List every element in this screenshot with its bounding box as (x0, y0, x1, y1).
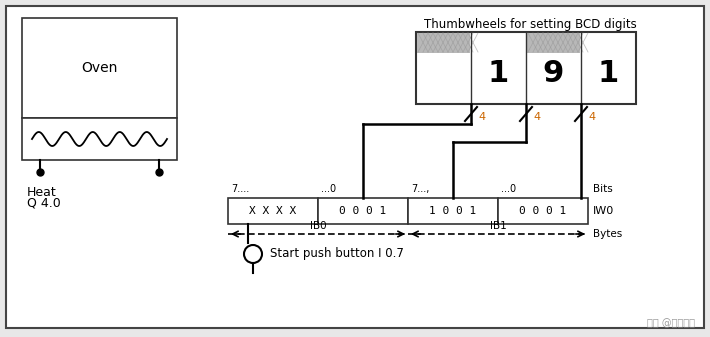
Text: X X X X: X X X X (249, 206, 297, 216)
Text: 0 0 0 1: 0 0 0 1 (520, 206, 567, 216)
Text: 1 0 0 1: 1 0 0 1 (430, 206, 476, 216)
Text: Oven: Oven (82, 61, 118, 75)
Text: Q 4.0: Q 4.0 (27, 197, 61, 210)
Bar (408, 198, 498, 224)
Bar (22, 18, 177, 118)
Text: 4: 4 (533, 112, 540, 122)
Text: ...0: ...0 (321, 184, 336, 194)
Text: 7...,: 7..., (411, 184, 430, 194)
Text: 4: 4 (588, 112, 595, 122)
Text: 1: 1 (598, 59, 619, 88)
Text: Bytes: Bytes (593, 229, 622, 239)
Bar (527, 33, 580, 53)
Bar (417, 33, 470, 53)
Text: IB0: IB0 (310, 221, 327, 231)
Text: Thumbwheels for setting BCD digits: Thumbwheels for setting BCD digits (424, 18, 636, 31)
Text: Bits: Bits (593, 184, 613, 194)
Text: 头条 @荣久科技: 头条 @荣久科技 (647, 318, 695, 328)
Text: 9: 9 (543, 59, 564, 88)
Bar (318, 198, 408, 224)
Bar (22, 118, 177, 160)
Text: 4: 4 (478, 112, 485, 122)
Text: Heat: Heat (27, 186, 57, 199)
Text: IB1: IB1 (490, 221, 506, 231)
Bar (228, 198, 318, 224)
Text: Start push button I 0.7: Start push button I 0.7 (270, 247, 404, 261)
Text: ...0: ...0 (501, 184, 516, 194)
Text: 1: 1 (488, 59, 509, 88)
Text: 0 0 0 1: 0 0 0 1 (339, 206, 387, 216)
Bar (416, 32, 636, 104)
Text: IW0: IW0 (593, 206, 614, 216)
Text: 7....: 7.... (231, 184, 249, 194)
Circle shape (244, 245, 262, 263)
Bar (498, 198, 588, 224)
